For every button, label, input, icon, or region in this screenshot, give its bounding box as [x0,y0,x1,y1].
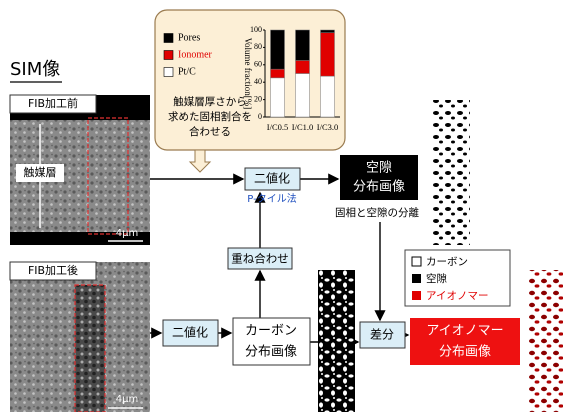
legend-label: アイオノマー [426,290,488,302]
node-note: 固相と空隙の分離 [335,206,419,219]
node-label: 二値化 [172,325,208,340]
node-label: 空隙 [366,161,392,176]
carbon-image-strip [318,270,355,412]
y-tick-label: 60 [254,60,262,69]
legend-label: Ionomer [178,49,213,60]
node-label: 分布画像 [439,345,491,360]
y-tick-label: 80 [254,42,262,51]
bar-segment [271,78,285,117]
callout-text: 求めた固相割合を [168,110,252,123]
roi [75,285,105,412]
bar-segment [296,74,310,118]
y-tick-label: 40 [254,77,262,86]
y-tick-label: 20 [254,94,262,103]
scale-label: 4μm [116,228,138,239]
node-label: 分布画像 [245,345,297,360]
method-label: P-タイル法 [247,192,296,205]
node-label: 差分 [370,328,394,342]
bar-segment [321,30,335,33]
y-tick-label: 100 [250,25,262,34]
legend-swatch [412,257,421,266]
bar-segment [271,69,285,78]
x-tick-label: I/C0.5 [267,122,289,132]
x-tick-label: I/C3.0 [317,122,339,132]
node-label: カーボン [245,324,297,339]
bar-segment [321,33,335,77]
bar-segment [296,60,310,73]
bar-segment [296,30,310,60]
legend-swatch [412,291,421,300]
legend-swatch [412,274,421,283]
scale-label: 4μm [116,394,138,405]
diagram: SIM像 FIB加工前 触媒層 4μm FIB加工後 4μm 触媒層厚さから 求… [0,0,563,412]
legend-swatch [164,68,173,77]
y-axis-label: Volume fraction[%] [243,38,253,110]
image-label: FIB加工前 [28,96,78,110]
title: SIM像 [10,59,60,80]
callout-arrow [190,150,210,172]
legend-swatch [164,51,173,60]
layer-label: 触媒層 [24,165,57,179]
legend-label: Pt/C [178,66,196,77]
bar-segment [321,76,335,117]
callout-text: 合わせる [189,125,231,138]
node-label: 分布画像 [353,180,405,195]
legend-swatch [164,34,173,43]
legend-label: Pores [178,32,200,43]
ionomer-image-strip [528,270,563,412]
y-tick-label: 0 [258,112,262,121]
pore-image-strip [432,100,470,245]
node-label: 二値化 [254,171,290,186]
node-label: 重ね合わせ [231,252,289,266]
callout-text: 触媒層厚さから [173,95,247,108]
legend-label: 空隙 [426,272,447,285]
node-label: アイオノマー [426,324,503,339]
image-label: FIB加工後 [28,263,78,277]
x-tick-label: I/C1.0 [292,122,314,132]
legend-label: カーボン [426,256,468,268]
bar-segment [271,30,285,69]
